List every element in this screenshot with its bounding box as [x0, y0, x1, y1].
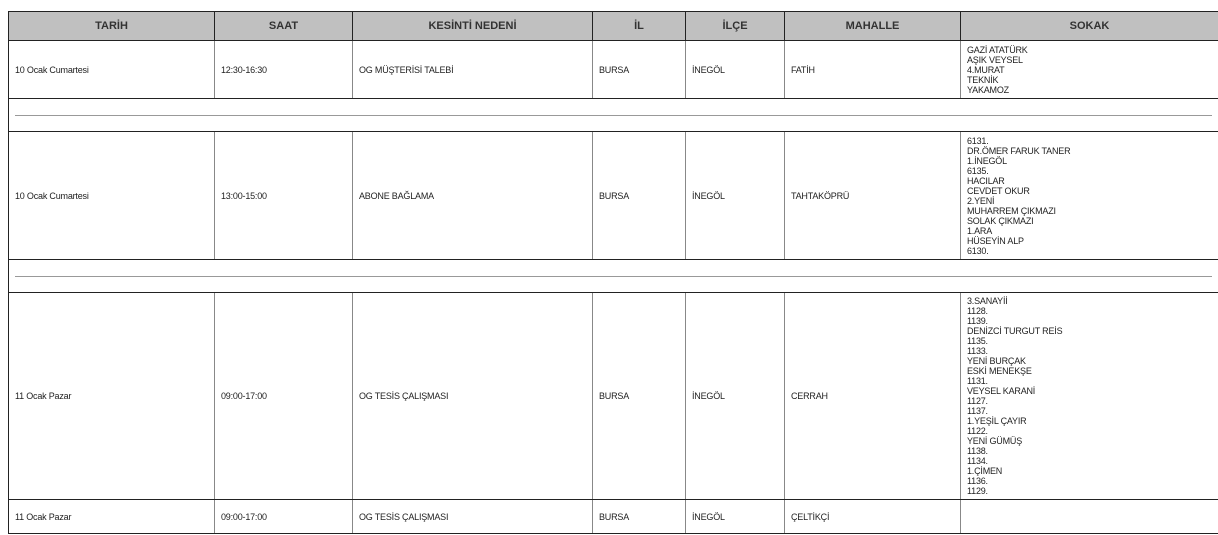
street-item: 3.SANAYİİ [967, 296, 1008, 306]
street-item: MUHARREM ÇIKMAZI [967, 205, 1056, 216]
table-row: 11 Ocak Pazar 09:00-17:00 OG TESİS ÇALIŞMA… [8, 499, 1218, 534]
street-item: 1129. [967, 486, 988, 496]
cell-mahalle: FATİH [784, 40, 961, 99]
street-item: YAKAMOZ [967, 84, 1009, 95]
street-item: 2.YENİ [967, 195, 995, 206]
header-ilce: İLÇE [685, 11, 785, 41]
cell-il: BURSA [592, 40, 686, 99]
street-item: HACILAR [967, 175, 1005, 186]
cell-sokak: 6131. DR.ÖMER FARUK TANER 1.İNEGÖL 6135. HAC… [960, 131, 1218, 260]
cell-kesinti-nedeni: OG MÜŞTERİSİ TALEBİ [352, 40, 593, 99]
cell-il: BURSA [592, 499, 686, 534]
street-item: HÜSEYİN ALP [967, 235, 1024, 246]
street-item: TEKNİK [967, 74, 999, 85]
street-item: 1136. [967, 476, 988, 486]
street-item: 6131. [967, 135, 989, 146]
cell-tarih: 11 Ocak Pazar [8, 292, 215, 500]
cell-ilce: İNEGÖL [685, 40, 785, 99]
cell-sokak: GAZİ ATATÜRK AŞIK VEYSEL 4.MURAT TEKNİK YAKA… [960, 40, 1218, 99]
cell-sokak: 3.SANAYİİ 1128. 1139. DENİZCİ TURGUT REİS 11… [960, 292, 1218, 500]
separator-cell [8, 98, 1218, 132]
street-item: AŞIK VEYSEL [967, 54, 1023, 65]
cell-il: BURSA [592, 131, 686, 260]
street-item: 1131. [967, 376, 988, 386]
cell-kesinti-nedeni: ABONE BAĞLAMA [352, 131, 593, 260]
cell-tarih: 10 Ocak Cumartesi [8, 131, 215, 260]
cell-kesinti-nedeni: OG TESİS ÇALIŞMASI [352, 499, 593, 534]
street-item: 6130. [967, 245, 989, 256]
header-tarih: TARİH [8, 11, 215, 41]
street-item: CEVDET OKUR [967, 185, 1030, 196]
cell-sokak [960, 499, 1218, 534]
cell-tarih: 11 Ocak Pazar [8, 499, 215, 534]
street-item: 1138. [967, 446, 988, 456]
street-item: 1137. [967, 406, 988, 416]
street-item: 1139. [967, 316, 988, 326]
street-item: YENİ BURÇAK [967, 356, 1026, 366]
separator-row [8, 98, 1218, 132]
header-il: İL [592, 11, 686, 41]
separator-row [8, 259, 1218, 293]
street-item: 1122. [967, 426, 988, 436]
table-row: 10 Ocak Cumartesi 13:00-15:00 ABONE BAĞLAM… [8, 131, 1218, 260]
divider [15, 114, 1212, 116]
cell-ilce: İNEGÖL [685, 131, 785, 260]
street-item: 1127. [967, 396, 988, 406]
street-item: DR.ÖMER FARUK TANER [967, 145, 1071, 156]
header-saat: SAAT [214, 11, 353, 41]
header-kesinti-nedeni: KESİNTİ NEDENİ [352, 11, 593, 41]
outage-table: TARİH SAAT KESİNTİ NEDENİ İL İLÇE MAHALL… [8, 11, 1218, 534]
street-item: DENİZCİ TURGUT REİS [967, 326, 1063, 336]
cell-saat: 13:00-15:00 [214, 131, 353, 260]
cell-ilce: İNEGÖL [685, 499, 785, 534]
cell-saat: 09:00-17:00 [214, 292, 353, 500]
table-row: 11 Ocak Pazar 09:00-17:00 OG TESİS ÇALIŞMA… [8, 292, 1218, 500]
cell-mahalle: CERRAH [784, 292, 961, 500]
separator-cell [8, 259, 1218, 293]
cell-mahalle: TAHTAKÖPRÜ [784, 131, 961, 260]
header-sokak: SOKAK [960, 11, 1218, 41]
cell-ilce: İNEGÖL [685, 292, 785, 500]
cell-kesinti-nedeni: OG TESİS ÇALIŞMASI [352, 292, 593, 500]
street-item: 1134. [967, 456, 988, 466]
street-item: 1.ARA [967, 225, 993, 236]
cell-tarih: 10 Ocak Cumartesi [8, 40, 215, 99]
header-mahalle: MAHALLE [784, 11, 961, 41]
street-item: 1.ÇİMEN [967, 466, 1003, 476]
street-item: 1133. [967, 346, 988, 356]
cell-saat: 09:00-17:00 [214, 499, 353, 534]
street-item: VEYSEL KARANİ [967, 386, 1036, 396]
table-row: 10 Ocak Cumartesi 12:30-16:30 OG MÜŞTERİSİ… [8, 40, 1218, 99]
street-item: 1.İNEGÖL [967, 155, 1007, 166]
street-item: 6135. [967, 165, 989, 176]
street-item: SOLAK ÇIKMAZI [967, 215, 1034, 226]
street-item: 4.MURAT [967, 64, 1005, 75]
street-item: YENİ GÜMÜŞ [967, 436, 1023, 446]
street-item: 1135. [967, 336, 988, 346]
street-item: GAZİ ATATÜRK [967, 44, 1028, 55]
divider [15, 275, 1212, 277]
street-item: ESKİ MENEKŞE [967, 366, 1032, 376]
cell-mahalle: ÇELTİKÇİ [784, 499, 961, 534]
header-row: TARİH SAAT KESİNTİ NEDENİ İL İLÇE MAHALL… [8, 11, 1218, 41]
cell-saat: 12:30-16:30 [214, 40, 353, 99]
street-item: 1128. [967, 306, 988, 316]
street-item: 1.YEŞİL ÇAYIR [967, 416, 1027, 426]
cell-il: BURSA [592, 292, 686, 500]
